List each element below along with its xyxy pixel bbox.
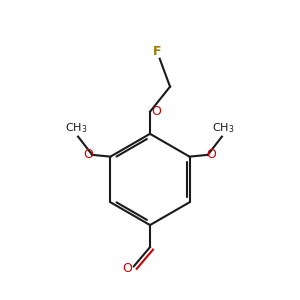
Text: O: O [206, 148, 216, 161]
Text: O: O [152, 105, 161, 118]
Text: O: O [84, 148, 94, 161]
Text: CH$_3$: CH$_3$ [65, 122, 88, 135]
Text: CH$_3$: CH$_3$ [212, 122, 235, 135]
Text: O: O [122, 262, 132, 275]
Text: F: F [152, 45, 161, 58]
